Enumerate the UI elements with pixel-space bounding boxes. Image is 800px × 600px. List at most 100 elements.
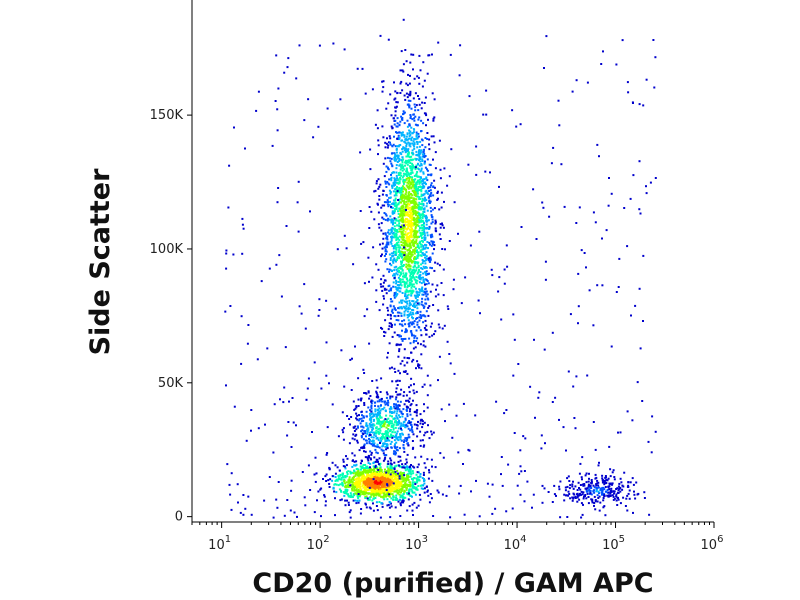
data-point: [590, 479, 593, 481]
data-point: [411, 162, 414, 165]
data-point: [383, 419, 386, 422]
data-point: [408, 313, 411, 316]
data-point: [443, 167, 446, 170]
data-point: [402, 147, 405, 150]
data-point: [409, 90, 412, 93]
data-point: [348, 485, 351, 488]
data-point: [396, 489, 399, 492]
data-point: [418, 157, 421, 160]
data-point: [573, 417, 576, 419]
data-point: [405, 204, 408, 207]
data-point: [434, 222, 437, 225]
data-point: [430, 235, 432, 237]
data-point: [595, 489, 598, 492]
data-point: [365, 481, 368, 484]
data-point: [404, 293, 407, 296]
data-point: [381, 125, 384, 128]
data-point: [405, 466, 408, 469]
data-point: [412, 191, 415, 194]
data-point: [373, 467, 376, 470]
data-point: [363, 446, 366, 449]
data-point: [409, 252, 412, 255]
data-point: [374, 408, 377, 411]
data-point: [408, 420, 411, 422]
data-point: [407, 148, 410, 151]
data-point: [433, 248, 435, 251]
data-point: [368, 431, 371, 434]
data-point: [420, 234, 423, 237]
data-point: [356, 491, 359, 494]
data-point: [382, 479, 385, 482]
data-point: [396, 487, 399, 490]
data-point: [383, 454, 386, 456]
data-point: [494, 507, 497, 510]
data-point: [403, 94, 406, 97]
data-point: [409, 429, 412, 432]
data-point: [419, 69, 422, 72]
data-point: [414, 166, 417, 169]
data-point: [392, 219, 395, 222]
data-point: [399, 255, 402, 258]
data-point: [374, 472, 376, 475]
data-point: [394, 498, 397, 501]
data-point: [390, 205, 392, 208]
data-point: [422, 304, 425, 307]
data-point: [397, 423, 400, 426]
data-point: [357, 501, 360, 504]
data-point: [416, 310, 419, 313]
data-point: [361, 491, 364, 494]
data-point: [382, 218, 385, 221]
data-point: [386, 430, 389, 433]
data-point: [426, 489, 429, 492]
data-point: [334, 497, 336, 500]
data-point: [340, 489, 342, 492]
data-point: [364, 497, 367, 499]
data-point: [370, 491, 373, 494]
data-point: [379, 490, 382, 493]
data-point: [587, 485, 590, 488]
data-point: [380, 206, 383, 209]
data-point: [397, 369, 400, 372]
data-point: [399, 144, 402, 146]
data-point: [364, 486, 367, 488]
data-point: [411, 153, 414, 156]
data-point: [594, 499, 597, 501]
data-point: [386, 490, 389, 493]
data-point: [420, 487, 423, 490]
data-point: [378, 407, 381, 410]
data-point: [411, 509, 414, 512]
data-point: [421, 233, 424, 236]
data-point: [446, 184, 449, 187]
data-point: [469, 244, 472, 247]
data-point: [393, 480, 396, 483]
data-point: [386, 418, 389, 421]
data-point: [369, 439, 371, 441]
data-point: [415, 206, 418, 209]
data-point: [432, 135, 435, 138]
data-point: [426, 430, 429, 433]
data-point: [406, 243, 409, 246]
data-point: [581, 483, 584, 486]
data-point: [392, 190, 395, 193]
data-point: [399, 226, 402, 228]
data-point: [393, 184, 395, 187]
data-point: [629, 481, 632, 484]
data-point: [413, 320, 416, 323]
data-point: [520, 226, 523, 228]
data-point: [409, 130, 412, 133]
data-point: [400, 388, 403, 391]
data-point: [619, 477, 622, 480]
data-point: [404, 424, 407, 427]
data-point: [416, 272, 419, 275]
data-point: [376, 488, 379, 491]
data-point: [415, 290, 418, 293]
data-point: [391, 218, 393, 221]
data-point: [406, 290, 409, 293]
data-point: [268, 267, 271, 270]
data-point: [393, 467, 396, 470]
data-point: [226, 463, 229, 466]
data-point: [617, 431, 619, 434]
data-point: [415, 367, 417, 370]
data-point: [415, 214, 418, 217]
data-point: [607, 491, 610, 494]
